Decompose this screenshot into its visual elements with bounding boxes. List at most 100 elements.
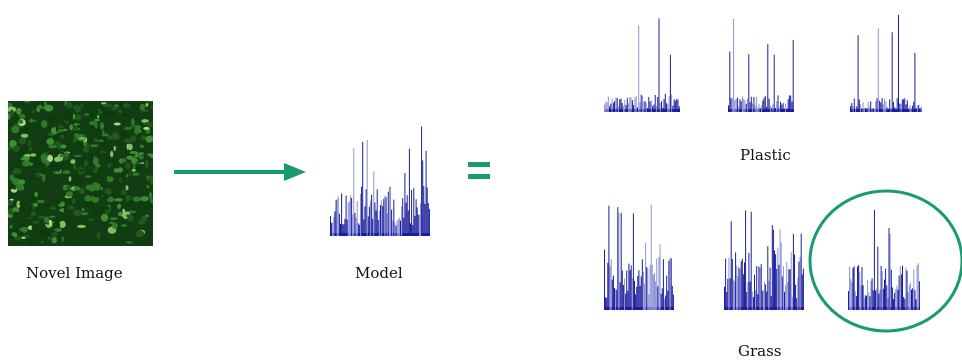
histogram-bar — [876, 98, 878, 112]
histogram-bar — [750, 96, 752, 112]
histogram-bar — [397, 219, 399, 236]
histogram-bar — [604, 104, 605, 112]
histogram-bar — [421, 126, 423, 236]
histogram-bar — [880, 102, 882, 112]
histogram-bar — [332, 222, 334, 236]
histogram-bar — [777, 247, 779, 310]
histogram-bar — [373, 171, 375, 236]
histogram-bar — [646, 266, 648, 310]
histogram-bar — [868, 106, 870, 112]
histogram-bar — [653, 104, 655, 112]
histogram-bar — [330, 216, 331, 236]
histogram-bar — [907, 292, 909, 310]
histogram-bar — [674, 100, 676, 112]
histogram-bar — [798, 261, 800, 310]
histogram-bar — [647, 108, 649, 112]
histogram-bar — [771, 107, 773, 112]
histogram-bar — [362, 141, 364, 236]
histogram-bar — [636, 107, 638, 112]
histogram-bar — [346, 219, 348, 236]
histogram-bar — [858, 265, 860, 310]
histogram-bar — [877, 246, 879, 310]
histogram-bar — [895, 108, 897, 112]
histogram-bar — [618, 213, 620, 310]
histogram-bar — [343, 224, 345, 236]
histogram-bar — [376, 189, 378, 236]
histogram-bar — [744, 262, 745, 310]
histogram-bar — [742, 274, 744, 310]
histogram-bar — [672, 105, 674, 112]
histogram-bar — [853, 98, 855, 112]
histogram-bar — [659, 103, 661, 112]
histogram-bar — [633, 105, 635, 112]
plastic-histogram-2 — [728, 18, 794, 112]
histogram-bar — [652, 106, 654, 112]
histogram-bar — [892, 101, 894, 112]
histogram-bar — [880, 266, 882, 310]
histogram-bar — [857, 266, 858, 310]
histogram-bar — [411, 189, 413, 236]
histogram-bar — [626, 98, 628, 112]
grass-histogram-3 — [848, 210, 920, 310]
histogram-bar — [778, 107, 780, 112]
histogram-bar — [903, 296, 905, 310]
histogram-bar — [731, 258, 733, 310]
histogram-bar — [770, 295, 772, 310]
histogram-bar — [749, 281, 751, 310]
histogram-bar — [905, 104, 907, 112]
histogram-bar — [408, 148, 410, 236]
histogram-bar — [872, 108, 874, 112]
histogram-bar — [630, 97, 632, 112]
histogram-bar — [388, 187, 390, 236]
histogram-bar — [639, 102, 641, 112]
histogram-bar — [746, 292, 748, 310]
histogram-bar — [792, 40, 794, 112]
histogram-bar — [863, 298, 865, 310]
histogram-bar — [906, 270, 908, 310]
histogram-bar — [891, 287, 893, 310]
histogram-bar — [673, 99, 675, 112]
histogram-bar — [796, 298, 798, 310]
histogram-bar — [670, 258, 672, 310]
histogram-bar — [416, 207, 418, 236]
histogram-bar — [422, 160, 424, 236]
histogram-bar — [889, 99, 891, 112]
histogram-bar — [396, 220, 398, 236]
histogram-bar — [854, 291, 856, 310]
histogram-bar — [620, 212, 622, 310]
histogram-bar — [757, 107, 759, 112]
histogram-bar — [908, 285, 910, 310]
histogram-bar — [881, 271, 883, 310]
histogram-bar — [642, 95, 643, 112]
histogram-bar — [785, 284, 787, 310]
histogram-bar — [665, 295, 667, 310]
histogram-bar — [730, 98, 732, 112]
histogram-bar — [735, 252, 737, 310]
histogram-bar — [654, 272, 655, 310]
histogram-bar — [644, 283, 645, 310]
histogram-bar — [647, 268, 649, 310]
histogram-bar — [760, 264, 762, 310]
histogram-bar — [761, 290, 763, 310]
histogram-bar — [334, 211, 336, 236]
histogram-bar — [886, 107, 888, 112]
histogram-bar — [350, 195, 351, 236]
histogram-bar — [338, 213, 340, 236]
histogram-bar — [636, 286, 638, 310]
histogram-bar — [852, 106, 854, 112]
histogram-bar — [900, 103, 902, 112]
histogram-bar — [918, 104, 920, 112]
histogram-bar — [372, 218, 374, 236]
histogram-bar — [617, 106, 619, 112]
histogram-bar — [731, 98, 733, 112]
histogram-bar — [629, 270, 631, 310]
histogram-bar — [428, 209, 430, 236]
histogram-bar — [724, 286, 725, 310]
histogram-bar — [415, 199, 417, 236]
histogram-bar — [905, 267, 907, 310]
histogram-bar — [741, 258, 743, 310]
histogram-bar — [794, 254, 795, 310]
histogram-bar — [637, 276, 639, 310]
histogram-bar — [644, 101, 646, 112]
histogram-bar — [356, 201, 358, 236]
